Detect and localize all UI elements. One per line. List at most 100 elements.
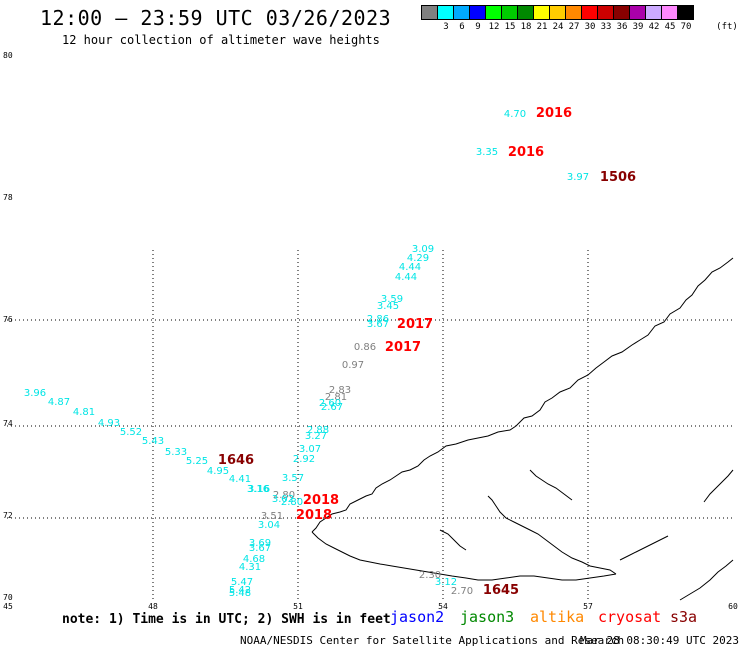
pass-time-label: 1645 <box>483 583 519 598</box>
wave-height-value: 3.35 <box>476 147 498 158</box>
wave-height-value: 4.95 <box>207 466 229 477</box>
page-title: 12:00 – 23:59 UTC 03/26/2023 <box>40 6 392 30</box>
wave-height-value: 4.81 <box>73 407 95 418</box>
wave-height-value: 2.60 <box>319 398 341 409</box>
colorbar-labels: 3 6 9 12 15 18 21 24 27 30 33 36 39 42 45 70 (ft) <box>422 22 740 34</box>
wave-height-value: 3.57 <box>282 473 304 484</box>
credit-line: NOAA/NESDIS Center for Satellite Applica… <box>240 634 625 647</box>
wave-height-value: 4.93 <box>98 418 120 429</box>
colorbar-tick-label: 24 <box>552 22 564 32</box>
colorbar-tick-label: 18 <box>520 22 532 32</box>
satellite-s3a: s3a <box>670 608 698 626</box>
colorbar-tick-label: 45 <box>664 22 676 32</box>
coastline <box>487 495 617 575</box>
page-subtitle: 12 hour collection of altimeter wave hei… <box>62 33 380 47</box>
wave-height-value: 4.44 <box>395 272 417 283</box>
latitude-label: 80 <box>3 51 13 60</box>
satellite-jason3: jason3 <box>460 608 515 626</box>
wave-height-value: 4.41 <box>229 474 251 485</box>
wave-height-value: 4.44 <box>399 262 421 273</box>
colorbar-tick-label: 33 <box>600 22 612 32</box>
wave-height-value: 3.69 <box>249 538 271 549</box>
pass-time-label: 2018 <box>296 508 332 523</box>
coastline <box>439 529 467 551</box>
longitude-label: 54 <box>438 602 448 611</box>
wave-height-value: 3.02 <box>272 494 294 505</box>
colorbar-tick-label: 15 <box>504 22 516 32</box>
wave-height-value: 5.33 <box>165 447 187 458</box>
colorbar-tick-label: 30 <box>584 22 596 32</box>
wave-height-value: 2.80 <box>273 490 295 501</box>
wave-height-value: 2.30 <box>419 570 441 581</box>
coastline <box>311 257 734 533</box>
latitude-label: 70 <box>3 593 13 602</box>
wave-height-value: 3.45 <box>377 301 399 312</box>
colorbar-tick-label: 9 <box>475 22 481 32</box>
longitude-label: 45 <box>3 602 13 611</box>
map-frame <box>7 52 733 600</box>
wave-height-value: 0.97 <box>342 360 364 371</box>
wave-height-value: 3.12 <box>435 577 457 588</box>
wave-height-value: 3.96 <box>24 388 46 399</box>
pass-time-label: 2017 <box>397 317 433 332</box>
latitude-label: 72 <box>3 511 13 520</box>
wave-height-value: 5.25 <box>186 456 208 467</box>
coastline <box>703 469 734 503</box>
coastline <box>529 469 573 501</box>
wave-height-value: 5.52 <box>120 427 142 438</box>
colorbar-tick-label: 27 <box>568 22 580 32</box>
colorbar-tick-label: 42 <box>648 22 660 32</box>
wave-height-value: 5.47 <box>231 577 253 588</box>
colorbar-legend <box>421 5 694 20</box>
wave-height-value: 3.16 <box>248 484 270 495</box>
wave-height-value: 2.86 <box>367 314 389 325</box>
wave-height-value: 2.67 <box>321 402 343 413</box>
coastline <box>311 531 617 581</box>
longitude-label: 48 <box>148 602 158 611</box>
wave-height-value: 3.09 <box>412 244 434 255</box>
longitude-label: 60 <box>728 602 738 611</box>
pass-time-label: 2016 <box>536 106 572 121</box>
pass-time-label: 2017 <box>385 340 421 355</box>
colorbar-unit: (ft) <box>716 22 738 32</box>
colorbar-tick-label: 39 <box>632 22 644 32</box>
wave-height-value: 3.67 <box>249 543 271 554</box>
pass-time-label: 1506 <box>600 170 636 185</box>
wave-height-value: 3.97 <box>567 172 589 183</box>
colorbar-tick-label: 70 <box>680 22 692 32</box>
coastline <box>619 535 669 561</box>
footnote: note: 1) Time is in UTC; 2) SWH is in fe… <box>62 612 391 627</box>
wave-height-value: 5.43 <box>142 436 164 447</box>
wave-height-value: 2.70 <box>451 586 473 597</box>
latitude-label: 78 <box>3 193 13 202</box>
wave-height-value: 3.07 <box>299 444 321 455</box>
colorbar-tick-label: 36 <box>616 22 628 32</box>
wave-height-value: 2.83 <box>329 385 351 396</box>
satellite-cryosat: cryosat <box>598 608 662 626</box>
pass-time-label: 2018 <box>303 493 339 508</box>
coastline <box>679 559 734 601</box>
colorbar-tick-label: 12 <box>488 22 500 32</box>
wave-height-value: 3.59 <box>381 294 403 305</box>
wave-height-value: 4.31 <box>239 562 261 573</box>
wave-height-value: 2.81 <box>325 392 347 403</box>
wave-height-value: 3.27 <box>305 431 327 442</box>
wave-height-value: 4.29 <box>407 253 429 264</box>
satellite-jason2: jason2 <box>390 608 445 626</box>
wave-height-value: 4.87 <box>48 397 70 408</box>
longitude-label: 57 <box>583 602 593 611</box>
wave-height-value: 3.04 <box>258 520 280 531</box>
satellite-altika: altika <box>530 608 585 626</box>
wave-height-value: 3.67 <box>367 319 389 330</box>
wave-height-value: 2.92 <box>293 454 315 465</box>
wave-height-value: 2.80 <box>281 497 303 508</box>
colorbar-tick-label: 21 <box>536 22 548 32</box>
timestamp-line: Mar 28 08:30:49 UTC 2023 <box>580 634 739 647</box>
latitude-label: 76 <box>3 315 13 324</box>
longitude-label: 51 <box>293 602 303 611</box>
wave-height-value: 5.48 <box>229 588 251 599</box>
colorbar-swatch <box>677 5 694 20</box>
wave-height-value: 3.16 <box>247 484 269 495</box>
wave-height-value: 4.68 <box>243 554 265 565</box>
